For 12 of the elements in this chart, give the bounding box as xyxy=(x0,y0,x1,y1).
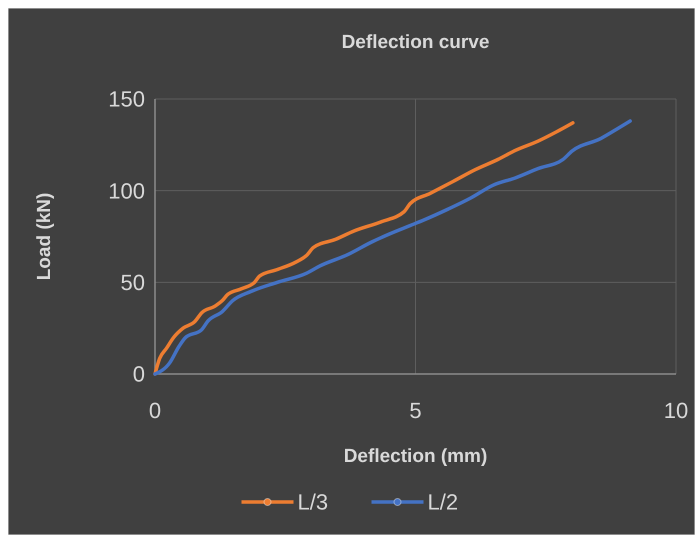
y-tick-label: 100 xyxy=(108,178,145,204)
y-tick-label: 0 xyxy=(132,362,145,387)
legend-label: L/3 xyxy=(298,490,328,515)
legend-label: L/2 xyxy=(428,490,458,515)
x-tick-label: 10 xyxy=(664,398,688,423)
y-tick-label: 50 xyxy=(120,270,145,296)
x-tick-label: 0 xyxy=(148,398,162,423)
x-tick-label: 5 xyxy=(409,398,422,423)
y-axis-title: Load (kN) xyxy=(34,192,55,280)
x-axis-title: Deflection (mm) xyxy=(344,446,488,467)
chart-title: Deflection curve xyxy=(342,32,490,53)
y-tick-label: 150 xyxy=(108,86,145,112)
